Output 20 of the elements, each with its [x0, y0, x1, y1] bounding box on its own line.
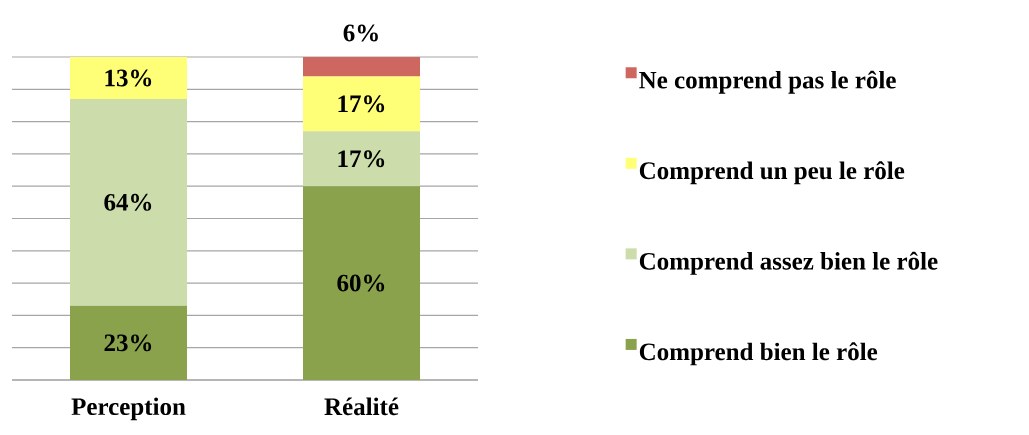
- data-label: 17%: [338, 95, 385, 113]
- x-tick-label: Réalité: [324, 397, 399, 416]
- bar: [303, 131, 420, 187]
- bar: [70, 57, 187, 99]
- bar: [303, 57, 420, 77]
- data-label: 6%: [343, 24, 378, 42]
- bar: [70, 98, 187, 306]
- data-label: 64%: [104, 193, 152, 211]
- legend-label: Comprend assez bien le rôle: [639, 251, 938, 275]
- bar: [303, 76, 420, 132]
- data-label: 13%: [105, 69, 152, 87]
- data-label: 23%: [104, 334, 152, 352]
- legend-label: Comprend bien le rôle: [639, 342, 878, 366]
- data-label: 60%: [337, 274, 385, 292]
- data-label: 17%: [338, 150, 385, 168]
- x-tick-label: Perception: [71, 397, 186, 421]
- legend-label: Ne comprend pas le rôle: [639, 70, 896, 94]
- bar: [70, 305, 187, 380]
- legend-label: Comprend un peu le rôle: [639, 161, 905, 185]
- bar: [303, 186, 420, 380]
